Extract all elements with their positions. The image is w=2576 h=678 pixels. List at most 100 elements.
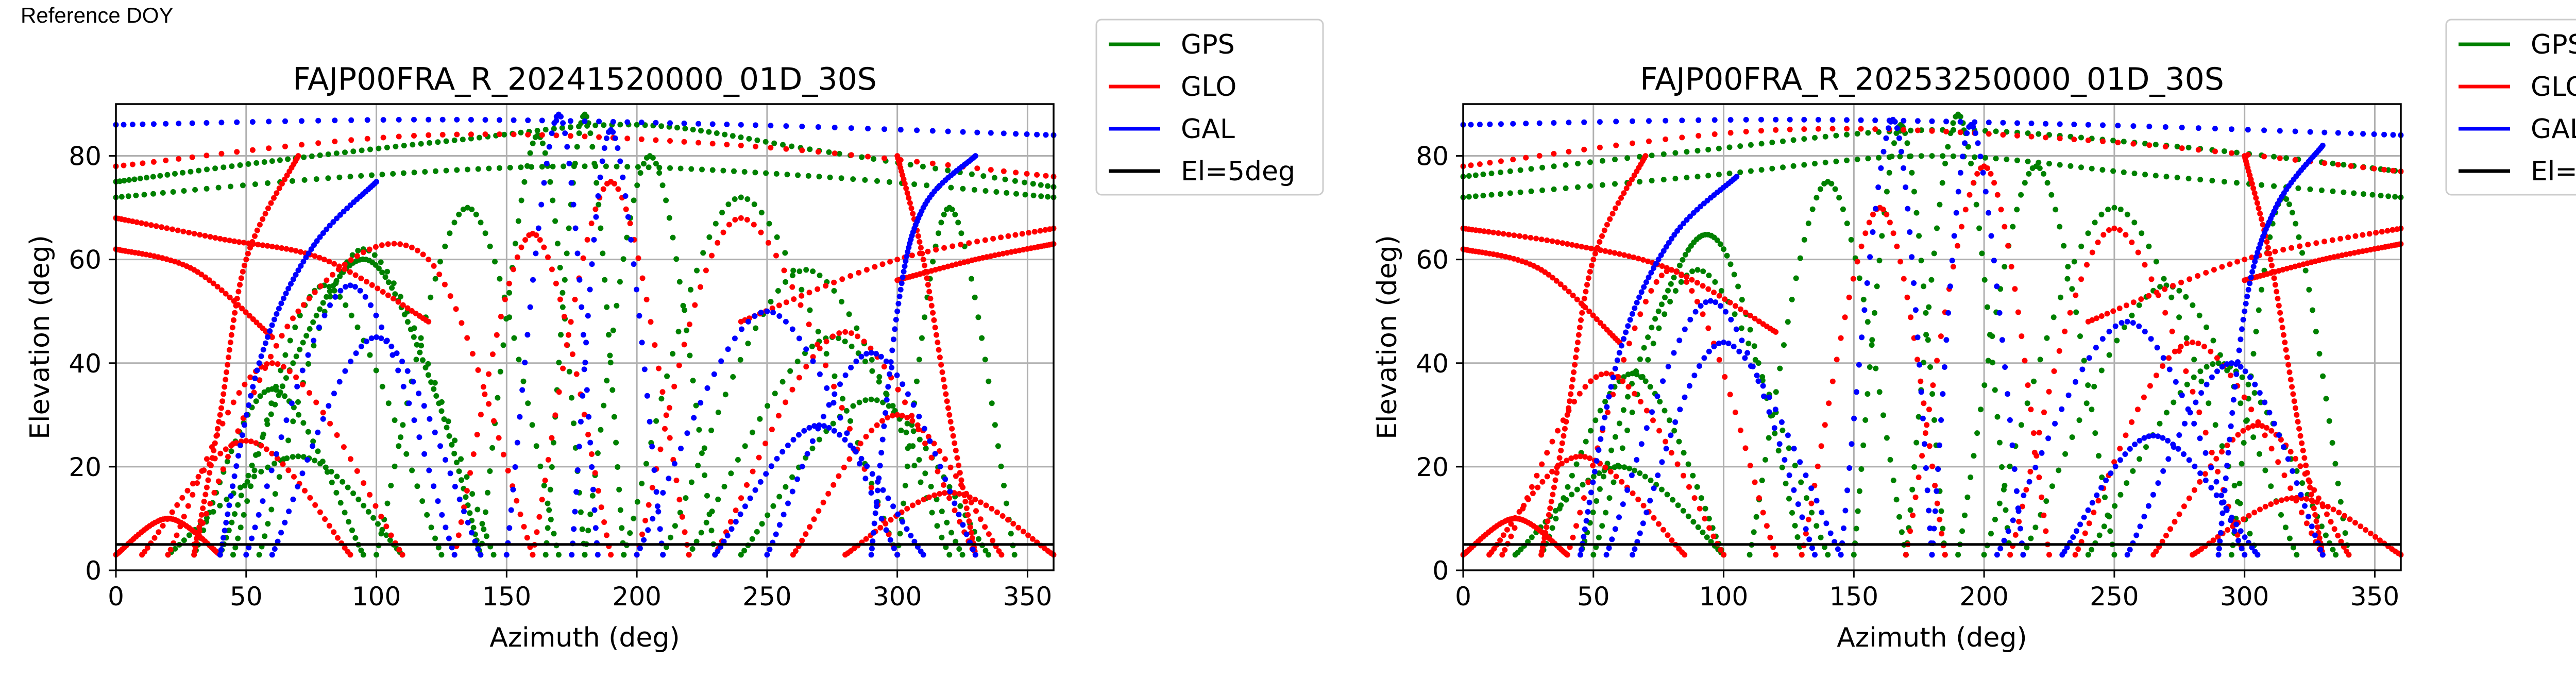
- data-point-glo: [1967, 192, 1973, 198]
- data-point-gal: [1663, 244, 1669, 250]
- data-point-gps: [640, 161, 647, 167]
- data-point-gps: [2143, 444, 2149, 450]
- data-point-gps: [490, 552, 497, 558]
- data-point-gal: [2217, 538, 2223, 545]
- data-point-gal: [617, 158, 623, 164]
- data-point-gps: [530, 140, 536, 146]
- data-point-gps: [1685, 247, 1691, 253]
- data-point-gal: [1498, 121, 1504, 127]
- data-point-gps: [953, 538, 959, 545]
- data-point-gal: [1886, 117, 1892, 124]
- data-point-gps: [432, 380, 438, 386]
- data-point-gal: [1997, 546, 2004, 552]
- data-point-gal: [226, 502, 232, 508]
- data-point-gal: [1684, 217, 1690, 223]
- data-point-glo: [459, 320, 465, 326]
- data-point-gal: [1803, 472, 1809, 479]
- data-point-gal: [1823, 520, 1829, 527]
- data-point-gal: [796, 335, 802, 342]
- data-point-gal: [512, 464, 518, 470]
- data-point-gps: [1588, 428, 1594, 434]
- data-point-gps: [843, 408, 850, 414]
- data-point-gal: [764, 552, 770, 558]
- data-point-gps: [776, 494, 783, 500]
- data-point-gps: [830, 420, 836, 427]
- data-point-glo: [1597, 239, 1603, 245]
- data-point-gps: [616, 486, 622, 493]
- data-point-glo: [453, 306, 459, 312]
- data-point-gal: [586, 414, 592, 420]
- data-point-gps: [2330, 160, 2336, 166]
- data-point-gal: [660, 552, 666, 558]
- y-tick-label: 20: [1416, 452, 1449, 482]
- data-point-glo: [486, 401, 492, 407]
- data-point-glo: [1578, 453, 1583, 460]
- data-point-gal: [2218, 520, 2225, 527]
- data-point-gps: [1689, 268, 1696, 275]
- data-point-gps: [1724, 252, 1730, 259]
- data-point-glo: [1630, 490, 1636, 496]
- data-point-gal: [394, 350, 400, 357]
- data-point-gps: [451, 219, 457, 226]
- data-point-gps: [611, 414, 617, 420]
- data-point-gal: [883, 358, 889, 364]
- y-tick-label: 0: [85, 556, 101, 586]
- data-point-glo: [738, 142, 744, 148]
- data-point-glo: [2154, 290, 2160, 296]
- data-point-gps: [1685, 461, 1691, 467]
- data-point-gps: [333, 489, 340, 496]
- data-point-gps: [2130, 468, 2136, 474]
- data-point-gps: [2078, 164, 2084, 171]
- data-point-glo: [230, 399, 236, 405]
- data-point-gal: [404, 368, 411, 374]
- data-point-glo: [2303, 462, 2309, 468]
- x-tick-label: 200: [612, 582, 661, 612]
- data-point-gal: [336, 379, 343, 385]
- data-point-glo: [2345, 234, 2351, 241]
- data-point-glo: [1653, 279, 1659, 285]
- data-point-glo: [887, 259, 893, 265]
- data-point-glo: [2251, 510, 2258, 516]
- data-point-gal: [2146, 124, 2153, 129]
- data-point-gal: [506, 525, 513, 531]
- data-point-gps: [1726, 144, 1733, 150]
- data-point-gps: [2106, 514, 2112, 520]
- data-point-gps: [1869, 337, 1875, 343]
- data-point-glo: [231, 317, 236, 323]
- data-point-gps: [783, 279, 789, 285]
- data-point-glo: [134, 219, 140, 225]
- data-point-glo: [348, 257, 354, 263]
- data-point-gps: [417, 349, 423, 355]
- data-point-gal: [1666, 240, 1672, 246]
- data-point-gal: [2276, 432, 2282, 438]
- data-point-glo: [1767, 534, 1773, 540]
- data-point-glo: [237, 282, 243, 288]
- data-point-glo: [1570, 534, 1576, 540]
- data-point-gps: [1655, 308, 1662, 314]
- data-point-gps: [1801, 236, 1807, 243]
- data-point-glo: [1974, 171, 1980, 177]
- data-point-gps: [1680, 507, 1686, 514]
- data-point-gps: [1918, 258, 1924, 264]
- data-point-gal: [571, 526, 577, 532]
- data-point-gps: [2320, 373, 2326, 379]
- data-point-gps: [285, 437, 292, 444]
- data-point-glo: [2041, 409, 2047, 415]
- data-point-glo: [756, 454, 762, 461]
- data-point-gps: [2153, 142, 2159, 148]
- data-point-glo: [1665, 532, 1671, 538]
- data-point-gps: [1964, 494, 1971, 500]
- data-point-glo: [1573, 347, 1580, 353]
- data-point-gps: [2056, 467, 2062, 473]
- data-point-glo: [260, 216, 266, 222]
- data-point-gps: [2369, 192, 2376, 198]
- data-point-glo: [227, 238, 233, 244]
- data-point-gps: [2136, 302, 2142, 308]
- data-point-glo: [138, 220, 144, 226]
- data-point-glo: [1568, 391, 1574, 397]
- data-point-gps: [1616, 464, 1622, 470]
- data-point-glo: [242, 381, 248, 387]
- data-point-gal: [456, 496, 463, 502]
- data-point-glo: [2012, 532, 2019, 538]
- data-point-gal: [745, 318, 751, 325]
